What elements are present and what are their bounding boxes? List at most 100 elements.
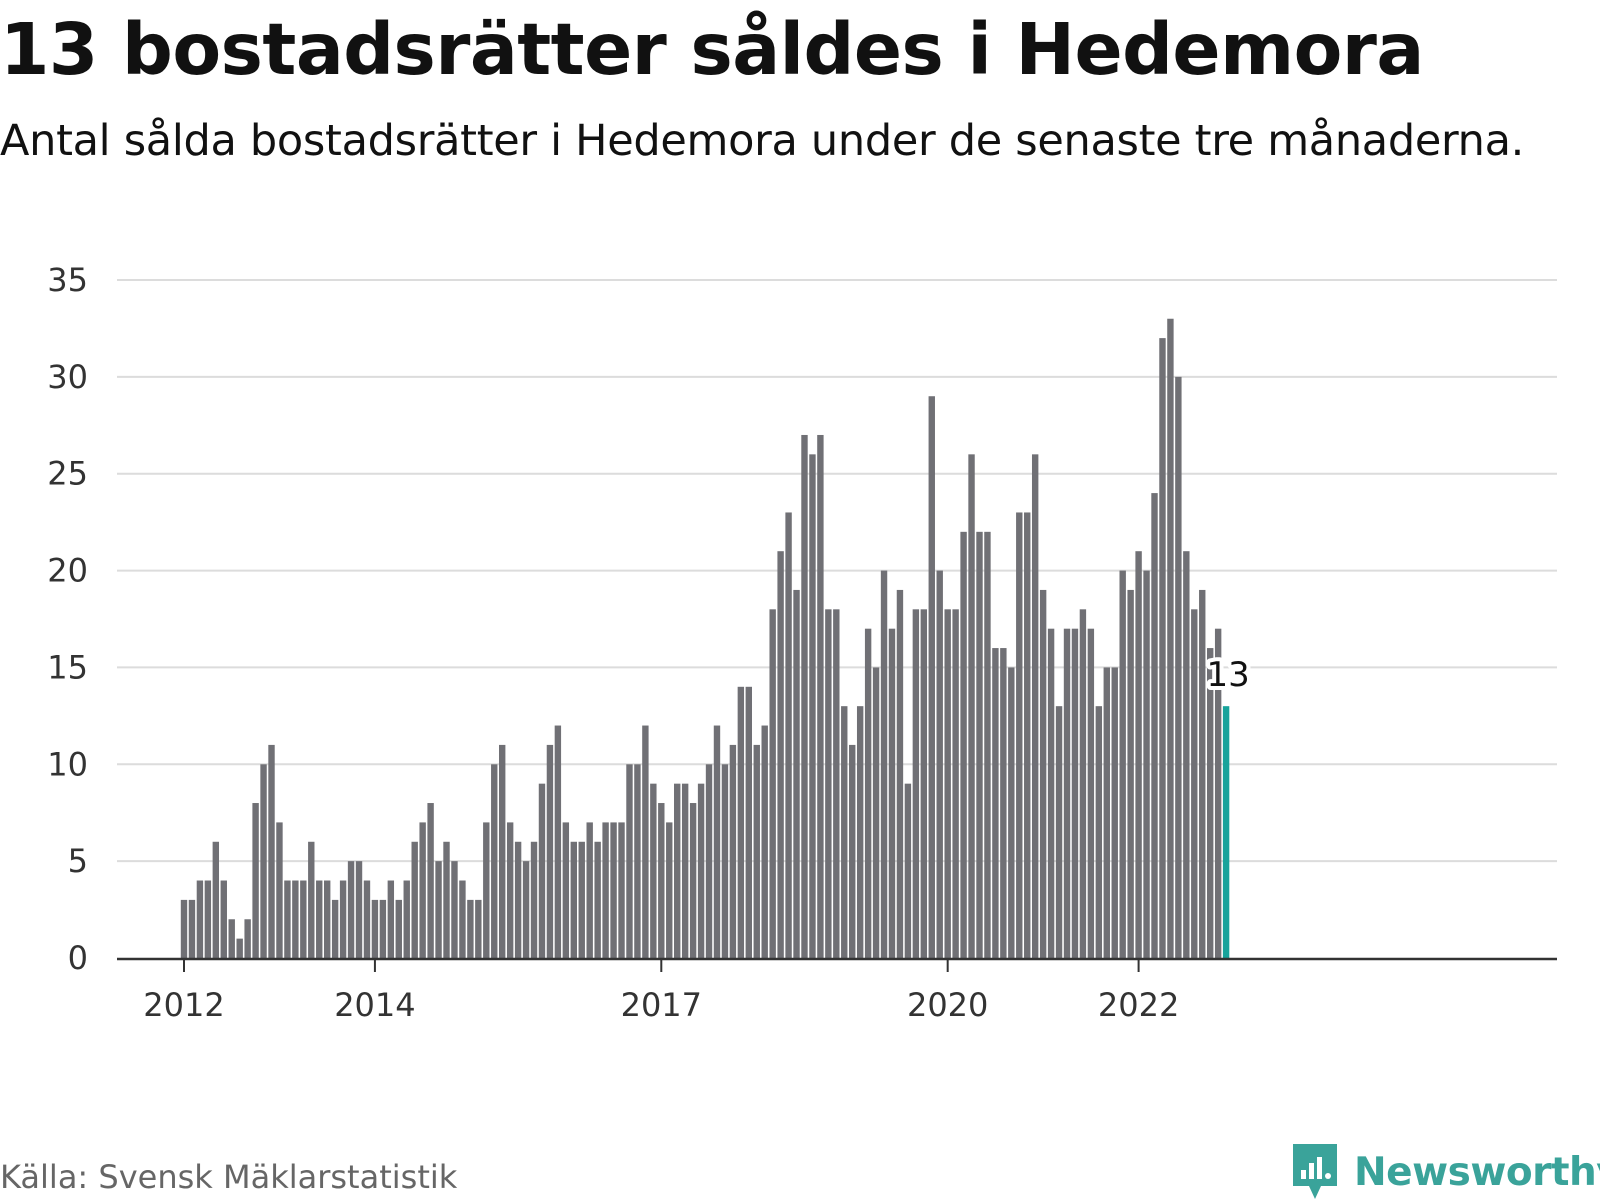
bar [570,841,577,958]
bar [514,841,522,958]
bar [1159,338,1166,958]
bar [984,531,991,958]
bar [355,861,363,958]
bar [252,803,259,958]
bar [1063,628,1071,958]
y-tick-label: 20 [47,552,88,590]
bar [475,899,482,958]
bar [642,725,649,958]
bar [411,841,418,958]
bar [236,938,243,958]
bar [316,880,323,958]
bar [1039,589,1047,958]
bar [578,841,585,958]
bar [1000,648,1007,958]
bar [491,764,498,958]
bar [443,841,450,958]
y-tick-label: 35 [47,261,88,299]
bar [1127,589,1134,958]
bar [1095,706,1103,958]
bar [1079,609,1087,958]
bar [880,570,888,958]
x-tick-label: 2014 [334,986,415,1024]
bar [1175,376,1182,958]
bar [618,822,625,958]
y-tick-label: 25 [47,455,88,493]
bar [499,744,506,958]
bar [992,648,999,958]
y-axis-labels: 0 5 10 15 20 25 30 35 [47,261,88,977]
bar [188,899,196,958]
bar [1103,667,1110,958]
bar [801,434,808,959]
bar [220,880,227,958]
bar [180,899,188,958]
bar [403,880,410,958]
x-tick-label: 2020 [907,986,988,1024]
bar [363,880,371,958]
bar [681,783,689,958]
bar [793,589,800,958]
y-tick-label: 10 [47,745,88,783]
bar [1055,706,1063,958]
bar [864,628,872,958]
bar [833,609,840,958]
bar [896,589,904,958]
bar [1135,551,1142,958]
bar [530,841,538,958]
bar [1167,318,1174,958]
bar-chart: 2012 2014 2017 2020 2022 0 5 10 15 20 25 30 35 13 [47,261,1557,1024]
x-tick-label: 2017 [621,986,702,1024]
bar [1183,551,1190,958]
y-tick-label: 0 [68,939,88,977]
bar [212,841,220,958]
bar [395,899,402,958]
bar [729,744,737,958]
x-tick-label: 2022 [1098,986,1179,1024]
y-tick-label: 5 [68,842,88,880]
bar [538,783,546,958]
bars [180,318,1230,959]
bar [1206,648,1214,958]
bar [944,609,951,958]
bar [769,609,776,958]
bar [976,531,983,958]
bar [1047,628,1055,958]
bar [244,919,251,958]
bar [610,822,617,958]
bar [825,609,832,958]
bar [459,880,466,958]
bar [586,822,593,958]
bar [777,551,784,958]
bar [689,803,697,958]
bar [196,880,204,958]
bar [435,861,442,958]
bar [888,628,896,958]
bar [761,725,768,958]
bar [347,861,355,958]
bar [1031,454,1039,958]
bar [849,744,856,958]
bar [658,803,665,958]
bar [785,512,792,958]
bar [379,899,387,958]
bar [260,764,267,958]
bar [1143,570,1150,958]
bar [276,822,283,958]
bar [268,744,275,958]
bar [427,803,434,958]
bar [451,861,458,958]
bar [1191,609,1198,958]
bar [419,822,426,958]
bar [626,764,633,958]
bar [753,744,760,958]
bar [602,822,609,958]
bar [936,570,943,958]
bar [721,764,729,958]
x-axis-ticks: 2012 2014 2017 2020 2022 [143,959,1179,1024]
y-tick-label: 30 [47,358,88,396]
chart-subtitle: Antal sålda bostadsrätter i Hedemora und… [0,116,1524,166]
bar [737,686,745,958]
bar [546,744,554,958]
bar [228,919,235,958]
